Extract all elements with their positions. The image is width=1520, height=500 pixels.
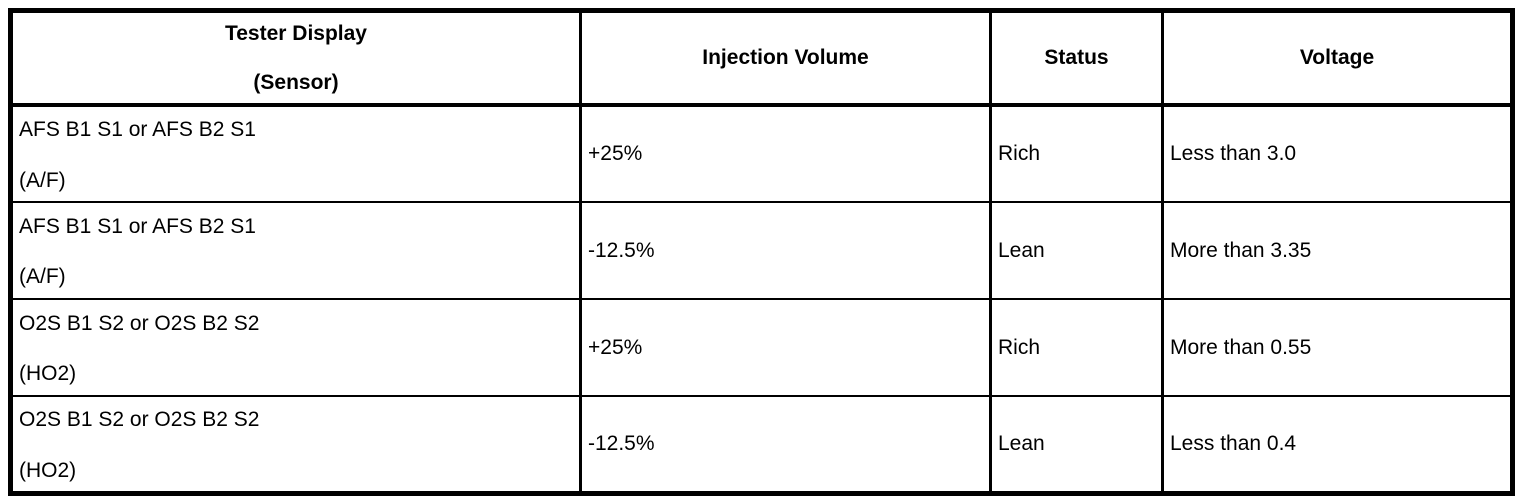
- injection-volume-cell: -12.5%: [579, 395, 992, 494]
- header-cell-tester-display: Tester Display (Sensor): [9, 9, 582, 107]
- table-row: AFS B1 S1 or AFS B2 S1 (A/F) -12.5% Lean…: [9, 201, 1514, 300]
- table-body: AFS B1 S1 or AFS B2 S1 (A/F) +25% Rich L…: [9, 104, 1514, 494]
- injection-volume-cell: +25%: [579, 298, 992, 397]
- voltage-cell: Less than 3.0: [1161, 104, 1514, 203]
- voltage-cell: More than 0.55: [1161, 298, 1514, 397]
- status-cell: Lean: [989, 201, 1164, 300]
- sensor-type: (HO2): [19, 362, 77, 386]
- table-row: O2S B1 S2 or O2S B2 S2 (HO2) -12.5% Lean…: [9, 395, 1514, 494]
- tester-display-spec-table: Tester Display (Sensor) Injection Volume…: [8, 8, 1515, 496]
- table-row: O2S B1 S2 or O2S B2 S2 (HO2) +25% Rich M…: [9, 298, 1514, 397]
- sensor-cell: O2S B1 S2 or O2S B2 S2 (HO2): [9, 395, 582, 494]
- sensor-cell: AFS B1 S1 or AFS B2 S1 (A/F): [9, 201, 582, 300]
- header-sensor-label: (Sensor): [253, 70, 339, 94]
- spec-table-container: Tester Display (Sensor) Injection Volume…: [8, 8, 1515, 496]
- sensor-type: (A/F): [19, 265, 66, 289]
- sensor-name: AFS B1 S1 or AFS B2 S1: [19, 118, 256, 141]
- header-injection-volume-label: Injection Volume: [702, 46, 869, 69]
- injection-volume-cell: -12.5%: [579, 201, 992, 300]
- sensor-name: O2S B1 S2 or O2S B2 S2: [19, 407, 260, 431]
- table-row: AFS B1 S1 or AFS B2 S1 (A/F) +25% Rich L…: [9, 104, 1514, 203]
- header-voltage-label: Voltage: [1299, 46, 1375, 69]
- status-cell: Rich: [989, 298, 1164, 397]
- sensor-name: AFS B1 S1 or AFS B2 S1: [19, 214, 256, 238]
- header-cell-injection-volume: Injection Volume: [579, 9, 992, 107]
- voltage-cell: More than 3.35: [1161, 201, 1514, 300]
- sensor-type: (HO2): [19, 458, 77, 482]
- header-tester-display-label: Tester Display: [224, 22, 367, 45]
- sensor-type: (A/F): [19, 168, 66, 192]
- sensor-cell: AFS B1 S1 or AFS B2 S1 (A/F): [9, 104, 582, 203]
- header-status-label: Status: [1044, 46, 1109, 69]
- header-row: Tester Display (Sensor) Injection Volume…: [9, 9, 1514, 107]
- table-header: Tester Display (Sensor) Injection Volume…: [9, 9, 1514, 107]
- header-cell-voltage: Voltage: [1161, 9, 1514, 107]
- voltage-cell: Less than 0.4: [1161, 395, 1514, 494]
- sensor-cell: O2S B1 S2 or O2S B2 S2 (HO2): [9, 298, 582, 397]
- sensor-name: O2S B1 S2 or O2S B2 S2: [19, 311, 260, 335]
- status-cell: Lean: [989, 395, 1164, 494]
- status-cell: Rich: [989, 104, 1164, 203]
- header-cell-status: Status: [989, 9, 1164, 107]
- injection-volume-cell: +25%: [579, 104, 992, 203]
